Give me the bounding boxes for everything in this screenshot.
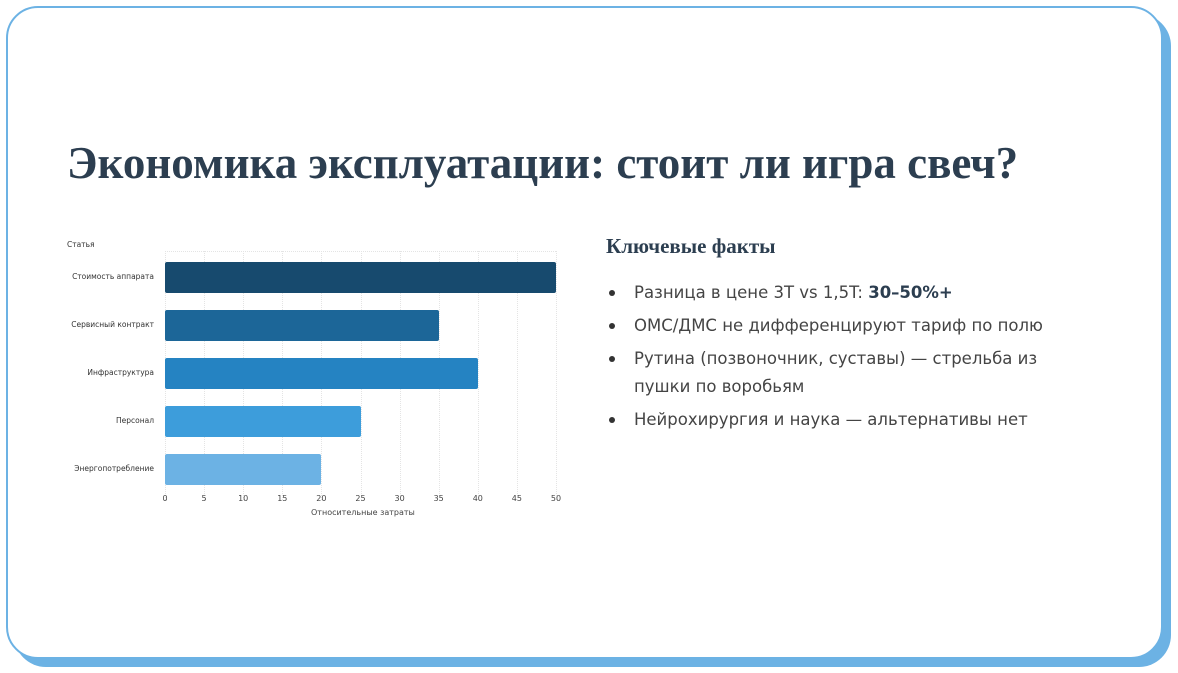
bar [165,262,556,293]
bullet-icon [609,417,615,423]
key-facts-list: Разница в цене 3T vs 1,5T: 30–50%+ ОМС/ДМ… [606,279,1076,434]
grid-line [477,251,479,500]
bar [165,454,322,485]
x-tick-label: 35 [433,494,444,503]
category-label: Инфраструктура [87,368,154,377]
fact-item: Рутина (позвоночник, суставы) — стрельба… [606,345,1076,401]
fact-text: Разница в цене 3T vs 1,5T: [634,283,869,302]
bullet-icon [609,356,615,362]
bullet-icon [609,290,615,296]
x-axis-title: Относительные затраты [311,508,415,517]
bar [165,358,478,389]
slide-title: Экономика эксплуатации: стоит ли игра св… [67,138,1019,188]
x-tick-label: 10 [238,494,249,503]
x-tick-label: 25 [355,494,366,503]
bar [165,310,439,341]
category-label: Энергопотребление [74,464,154,473]
category-label: Персонал [115,416,154,425]
plot-area [165,251,557,500]
x-tick-label: 20 [316,494,327,503]
key-facts-heading: Ключевые факты [606,234,776,258]
fact-item: Нейрохирургия и наука — альтернативы нет [606,406,1076,434]
bullet-icon [609,323,615,329]
fact-text: ОМС/ДМС не дифференцируют тариф по полю [634,316,1043,335]
bar-chart: Статья Стоимость аппарата Сервисный контр… [60,235,580,525]
fact-text: Рутина (позвоночник, суставы) — стрельба… [634,349,1038,396]
fact-item: ОМС/ДМС не дифференцируют тариф по полю [606,312,1076,340]
grid-line [556,251,557,500]
grid-line [165,251,556,252]
x-tick-label: 40 [472,494,483,503]
grid-line [516,251,518,500]
y-axis-title: Статья [67,240,95,249]
bar [165,406,361,437]
category-label: Сервисный контракт [71,320,154,329]
x-tick-label: 5 [201,494,207,503]
category-label: Стоимость аппарата [72,272,154,281]
fact-text: Нейрохирургия и наука — альтернативы нет [634,410,1028,429]
x-tick-label: 30 [394,494,405,503]
x-tick-label: 45 [511,494,522,503]
x-tick-label: 50 [550,494,562,503]
key-facts-panel: Ключевые факты Разница в цене 3T vs 1,5T… [606,234,1076,439]
x-tick-label: 0 [162,494,168,503]
fact-item: Разница в цене 3T vs 1,5T: 30–50%+ [606,279,1076,307]
fact-highlight: 30–50%+ [868,283,953,302]
x-tick-label: 15 [277,494,288,503]
